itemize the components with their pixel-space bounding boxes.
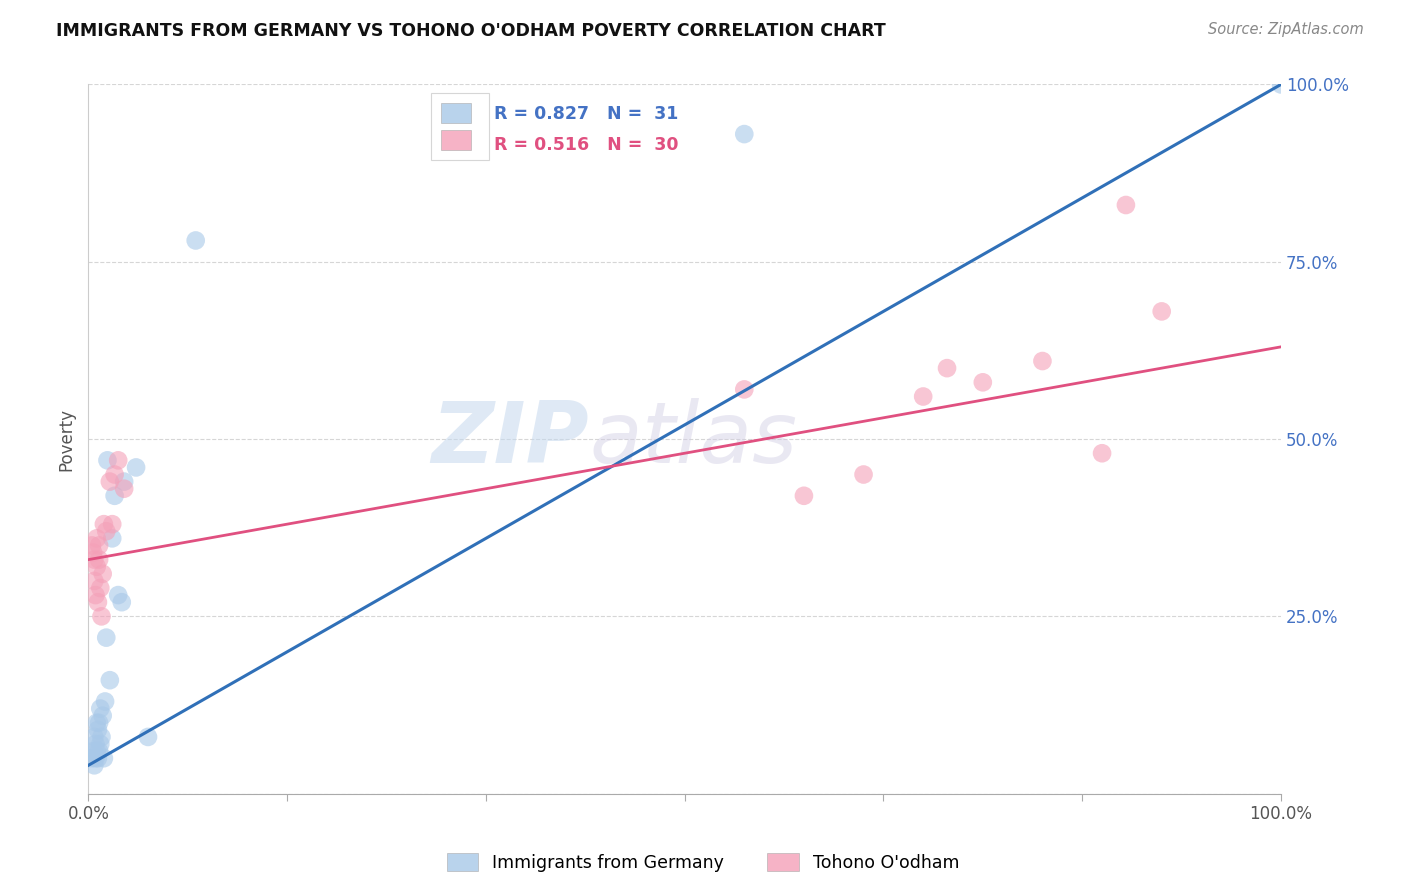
Point xyxy=(87,552,110,566)
Legend: , : , xyxy=(430,93,489,160)
Point xyxy=(90,609,112,624)
Text: R = 0.516   N =  30: R = 0.516 N = 30 xyxy=(494,136,678,154)
Point xyxy=(94,694,117,708)
Text: IMMIGRANTS FROM GERMANY VS TOHONO O'ODHAM POVERTY CORRELATION CHART: IMMIGRANTS FROM GERMANY VS TOHONO O'ODHA… xyxy=(56,22,886,40)
Point xyxy=(86,744,108,758)
Point xyxy=(96,631,118,645)
Point xyxy=(87,744,110,758)
Point xyxy=(87,595,110,609)
Point xyxy=(1150,304,1173,318)
Point xyxy=(104,489,127,503)
Point xyxy=(972,376,994,390)
Point xyxy=(87,751,110,765)
Point xyxy=(83,758,105,772)
Point xyxy=(86,715,108,730)
Text: R = 0.827   N =  31: R = 0.827 N = 31 xyxy=(494,105,678,123)
Point xyxy=(93,517,115,532)
Point xyxy=(93,751,115,765)
Point xyxy=(98,475,121,489)
Point xyxy=(84,751,107,765)
Point xyxy=(112,475,135,489)
Point xyxy=(136,730,159,744)
Point xyxy=(912,390,935,404)
Point xyxy=(111,595,134,609)
Point xyxy=(733,127,755,141)
Point xyxy=(107,453,129,467)
Point xyxy=(83,730,105,744)
Point xyxy=(89,737,111,751)
Point xyxy=(936,361,959,376)
Point xyxy=(112,482,135,496)
Y-axis label: Poverty: Poverty xyxy=(58,408,75,471)
Point xyxy=(80,538,103,552)
Point xyxy=(89,701,111,715)
Point xyxy=(89,581,111,595)
Point xyxy=(733,383,755,397)
Point xyxy=(1270,78,1292,92)
Point xyxy=(96,524,118,539)
Point xyxy=(1115,198,1137,212)
Point xyxy=(86,532,108,546)
Point xyxy=(87,538,110,552)
Point xyxy=(101,517,124,532)
Point xyxy=(82,545,104,559)
Point xyxy=(125,460,148,475)
Point xyxy=(852,467,875,482)
Point xyxy=(793,489,815,503)
Point xyxy=(83,574,105,588)
Text: ZIP: ZIP xyxy=(432,398,589,481)
Point xyxy=(90,730,112,744)
Point xyxy=(104,467,127,482)
Text: atlas: atlas xyxy=(589,398,797,481)
Point xyxy=(1091,446,1114,460)
Point xyxy=(84,588,107,602)
Legend: Immigrants from Germany, Tohono O'odham: Immigrants from Germany, Tohono O'odham xyxy=(440,847,966,879)
Point xyxy=(84,737,107,751)
Point xyxy=(91,708,114,723)
Point xyxy=(83,552,105,566)
Point xyxy=(101,532,124,546)
Point xyxy=(96,453,118,467)
Point xyxy=(87,723,110,737)
Point xyxy=(91,566,114,581)
Text: Source: ZipAtlas.com: Source: ZipAtlas.com xyxy=(1208,22,1364,37)
Point xyxy=(87,715,110,730)
Point xyxy=(184,234,207,248)
Point xyxy=(107,588,129,602)
Point xyxy=(82,744,104,758)
Point xyxy=(80,751,103,765)
Point xyxy=(1031,354,1053,368)
Point xyxy=(98,673,121,688)
Point xyxy=(86,559,108,574)
